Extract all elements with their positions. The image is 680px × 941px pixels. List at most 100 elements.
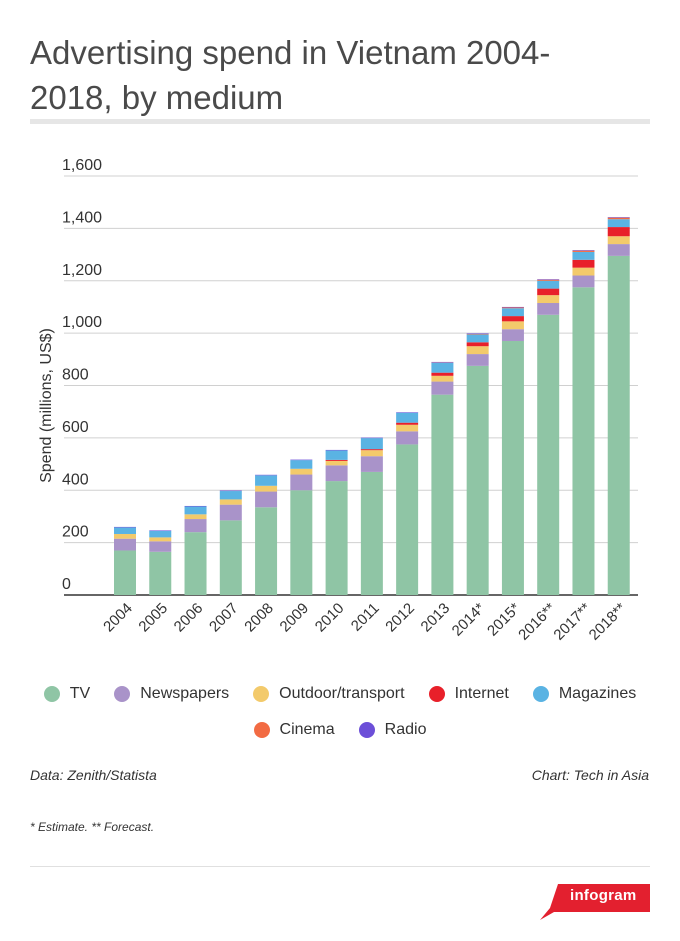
bar-segment: [537, 288, 560, 296]
legend-row: Cinema Radio: [30, 712, 650, 748]
legend-item[interactable]: Cinema: [253, 721, 335, 739]
bar-segment: [255, 475, 278, 486]
bar-segment: [114, 527, 136, 534]
chart-credit: Chart: Tech in Asia: [531, 767, 649, 783]
bar-segment: [114, 550, 136, 595]
bar-segment: [501, 307, 524, 309]
x-tick-label: 2008: [241, 600, 277, 636]
bar-segment: [114, 538, 136, 551]
legend-item[interactable]: TV: [43, 685, 91, 703]
bar-segment: [219, 520, 242, 595]
bar-segment: [501, 308, 524, 317]
legend-item[interactable]: Radio: [358, 721, 426, 739]
bar-segment: [431, 381, 454, 395]
bar-segment: [184, 532, 207, 595]
bar-segment: [184, 514, 207, 520]
bar-segment: [572, 251, 595, 260]
bar-segment: [431, 362, 454, 373]
bar-segment: [325, 450, 348, 460]
legend-item[interactable]: Outdoor/transport: [253, 685, 405, 703]
bar-segment: [572, 259, 595, 268]
bar-segment: [325, 460, 348, 466]
y-tick-label: 200: [62, 524, 89, 541]
legend-swatch: [358, 722, 375, 738]
bar-segment: [325, 459, 348, 461]
bar-segment: [607, 244, 630, 256]
bar-segment: [396, 444, 419, 595]
bar-segment: [431, 361, 454, 363]
y-tick-label: 1,000: [62, 314, 102, 331]
bar-segment: [290, 474, 313, 491]
y-tick-label: 800: [62, 367, 89, 384]
bar-segment: [149, 541, 172, 552]
bar-segment: [572, 275, 595, 288]
bar-segment: [219, 490, 242, 492]
legend-swatch: [253, 686, 270, 702]
bar-segment: [572, 267, 595, 276]
bar-segment: [396, 412, 419, 423]
y-tick-label: 1,400: [62, 209, 102, 226]
bar-segment: [290, 459, 313, 461]
bar-segment: [466, 354, 489, 366]
bar-segment: [184, 506, 207, 515]
bar-segment: [149, 551, 172, 595]
bar-segment: [114, 526, 136, 528]
bar-segment: [325, 481, 348, 595]
bar-segment: [360, 450, 383, 457]
bar-segment: [149, 537, 172, 542]
bar-segment: [501, 340, 524, 595]
bar-segment: [537, 279, 560, 280]
legend-swatch: [428, 686, 445, 702]
legend-row: TV Newspapers Outdoor/transport Internet Mag…: [30, 676, 650, 712]
bar-segment: [607, 236, 630, 245]
bar-segment: [219, 499, 242, 505]
legend-label: TV: [69, 685, 91, 702]
x-tick-label: 2005: [135, 600, 171, 636]
bar-segment: [360, 438, 383, 450]
x-tick-label: 2018**: [586, 600, 630, 644]
x-tick-label: 2013: [418, 600, 454, 636]
footnote: * Estimate. ** Forecast.: [30, 820, 155, 834]
legend-swatch: [253, 722, 270, 738]
bar-segment: [114, 533, 136, 539]
legend-label: Newspapers: [140, 685, 230, 702]
bar-segment: [290, 460, 313, 469]
bar-segment: [607, 217, 630, 218]
infogram-logo[interactable]: [540, 884, 650, 920]
bar-segment: [290, 490, 313, 595]
bar-segment: [572, 250, 595, 251]
legend-item[interactable]: Newspapers: [114, 685, 229, 703]
legend-label: Magazines: [558, 685, 637, 702]
bar-segment: [360, 456, 383, 472]
y-axis-label: Spend (millions, US$): [38, 328, 55, 483]
bar-segment: [184, 505, 207, 507]
y-tick-label: 400: [62, 471, 89, 488]
bar-segment: [466, 346, 489, 355]
bar-segment: [501, 316, 524, 322]
legend-item[interactable]: Magazines: [532, 685, 637, 703]
bar-segment: [325, 465, 348, 482]
bar-segment: [325, 449, 348, 451]
legend-label: Outdoor/transport: [279, 685, 405, 702]
bar-segment: [501, 321, 524, 330]
bar-segment: [149, 530, 172, 531]
legend-swatch: [532, 686, 549, 702]
bar-segment: [255, 485, 278, 492]
bar-segment: [149, 530, 172, 538]
legend-item[interactable]: Internet: [428, 685, 509, 703]
bar-segment: [360, 449, 383, 451]
bar-segment: [290, 468, 313, 475]
bar-segment: [431, 375, 454, 382]
stacked-bar-chart: 0 200 400 600 800 1,000 1,200 1,400 1,600 Spend (…: [38, 157, 638, 644]
x-tick-label: 2014*: [449, 600, 489, 640]
bar-segment: [396, 431, 419, 445]
bar-segment: [572, 287, 595, 595]
legend-label: Cinema: [279, 721, 335, 738]
bar-segment: [219, 504, 242, 521]
bar-segment: [255, 491, 278, 508]
bar-segment: [537, 295, 560, 304]
x-tick-label: 2012: [382, 600, 418, 636]
bar-segment: [431, 372, 454, 376]
footer-divider: [30, 866, 650, 867]
x-tick-label: 2011: [348, 600, 383, 635]
